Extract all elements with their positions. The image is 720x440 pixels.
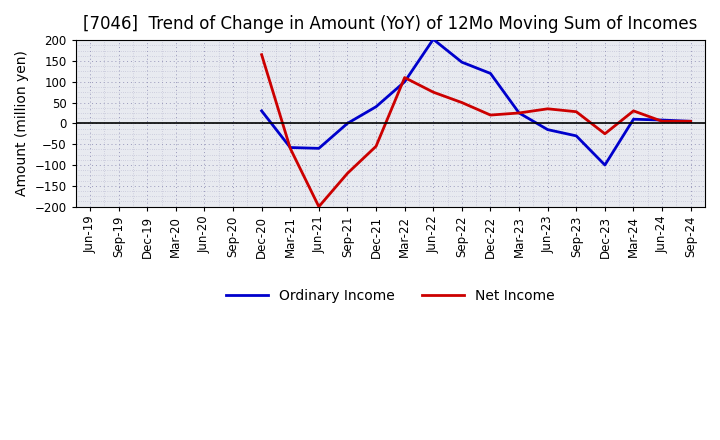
- Net Income: [372, 143, 380, 149]
- Net Income: [515, 110, 523, 116]
- Ordinary Income: [572, 133, 580, 139]
- Ordinary Income: [515, 110, 523, 116]
- Ordinary Income: [600, 162, 609, 168]
- Net Income: [686, 119, 695, 124]
- Ordinary Income: [372, 104, 380, 110]
- Ordinary Income: [257, 108, 266, 114]
- Net Income: [486, 112, 495, 117]
- Net Income: [572, 109, 580, 114]
- Ordinary Income: [686, 119, 695, 124]
- Net Income: [286, 146, 294, 151]
- Ordinary Income: [629, 117, 638, 122]
- Net Income: [600, 131, 609, 136]
- Ordinary Income: [343, 121, 352, 126]
- Net Income: [257, 52, 266, 57]
- Ordinary Income: [286, 145, 294, 150]
- Line: Net Income: Net Income: [261, 55, 690, 207]
- Net Income: [429, 89, 438, 95]
- Line: Ordinary Income: Ordinary Income: [261, 39, 690, 165]
- Net Income: [544, 106, 552, 111]
- Ordinary Income: [429, 37, 438, 42]
- Y-axis label: Amount (million yen): Amount (million yen): [15, 51, 29, 196]
- Title: [7046]  Trend of Change in Amount (YoY) of 12Mo Moving Sum of Incomes: [7046] Trend of Change in Amount (YoY) o…: [84, 15, 698, 33]
- Legend: Ordinary Income, Net Income: Ordinary Income, Net Income: [220, 283, 560, 308]
- Net Income: [400, 75, 409, 80]
- Ordinary Income: [457, 59, 466, 65]
- Net Income: [658, 119, 667, 124]
- Ordinary Income: [486, 71, 495, 76]
- Net Income: [343, 171, 352, 176]
- Ordinary Income: [315, 146, 323, 151]
- Net Income: [315, 204, 323, 209]
- Net Income: [457, 100, 466, 105]
- Net Income: [629, 108, 638, 114]
- Ordinary Income: [544, 127, 552, 132]
- Ordinary Income: [400, 79, 409, 84]
- Ordinary Income: [658, 117, 667, 123]
